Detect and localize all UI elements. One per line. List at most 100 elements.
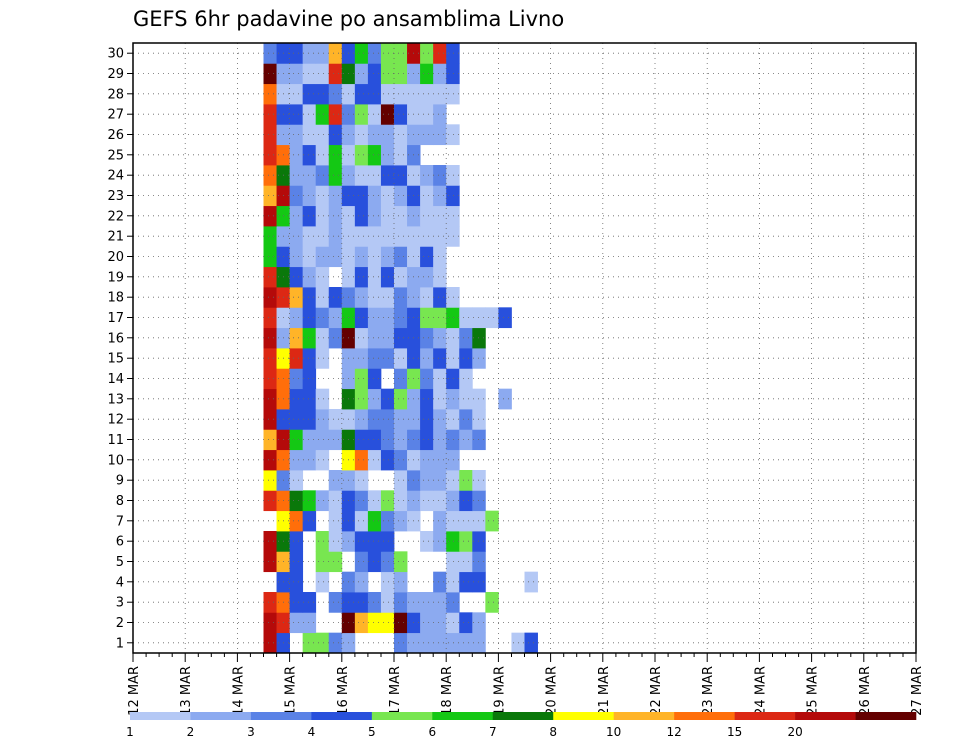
heatmap-cell (459, 348, 473, 369)
heatmap-cell (433, 470, 447, 491)
heatmap-cell (315, 185, 330, 207)
heatmap-cell (394, 348, 408, 369)
heatmap-cell (289, 592, 304, 613)
heatmap-cell (420, 632, 434, 654)
heatmap-cell (433, 510, 447, 532)
heatmap-cell (394, 510, 408, 532)
heatmap-cell (328, 205, 343, 227)
colorbar-label: 4 (308, 725, 316, 739)
colorbar-label: 12 (667, 725, 682, 739)
heatmap-cell (263, 165, 277, 186)
heatmap-cell (263, 348, 277, 369)
heatmap-cell (263, 632, 277, 654)
heatmap-cell (328, 83, 343, 105)
heatmap-cell (354, 612, 369, 634)
heatmap-cell (289, 327, 304, 349)
heatmap-cell (420, 348, 434, 369)
heatmap-cell (420, 246, 434, 268)
heatmap-cell (485, 307, 499, 329)
heatmap-cell (328, 185, 343, 207)
x-tick-label: 13 MAR (179, 666, 194, 716)
heatmap-cell (433, 226, 447, 247)
heatmap-cell (315, 429, 330, 451)
y-tick-label: 21 (107, 230, 124, 245)
heatmap-cell (289, 307, 304, 329)
heatmap-cell (354, 429, 369, 451)
heatmap-cell (472, 388, 486, 410)
heatmap-cell (498, 388, 512, 410)
heatmap-cell (394, 632, 408, 654)
colorbar-swatch (855, 712, 917, 720)
heatmap-cell (302, 63, 317, 85)
heatmap-cell (289, 551, 304, 573)
heatmap-cell (433, 327, 447, 349)
heatmap-cell (459, 571, 473, 593)
heatmap-cell (367, 124, 382, 146)
heatmap-cell (380, 531, 395, 552)
heatmap-cell (433, 490, 447, 512)
heatmap-cell (328, 510, 343, 532)
heatmap-cell (263, 287, 277, 308)
heatmap-cell (446, 612, 460, 634)
colorbar-label: 7 (489, 725, 497, 739)
heatmap-cell (302, 307, 317, 329)
heatmap-cell (263, 449, 277, 471)
heatmap-cell (433, 592, 447, 613)
heatmap-cell (328, 307, 343, 329)
x-tick-label: 21 MAR (597, 666, 612, 716)
heatmap-cell (315, 104, 330, 125)
heatmap-cell (302, 104, 317, 125)
heatmap-cell (367, 612, 382, 634)
heatmap-cell (394, 205, 408, 227)
heatmap-cell (289, 124, 304, 146)
heatmap-cell (315, 165, 330, 186)
x-tick-label: 20 MAR (545, 666, 560, 716)
y-axis-ticks: 1234567891011121314151617181920212223242… (107, 47, 133, 651)
heatmap-cell (472, 429, 486, 451)
heatmap-cell (354, 165, 369, 186)
y-tick-label: 20 (107, 250, 124, 265)
y-tick-label: 13 (107, 392, 124, 407)
colorbar-label: 3 (247, 725, 255, 739)
heatmap-cell (354, 409, 369, 430)
heatmap-cell (328, 226, 343, 247)
heatmap-cell (524, 571, 538, 593)
heatmap-cell (263, 490, 277, 512)
heatmap-cell (485, 592, 499, 613)
heatmap-cell (367, 63, 382, 85)
heatmap-cell (315, 327, 330, 349)
y-tick-label: 16 (107, 331, 124, 346)
y-tick-label: 4 (116, 575, 124, 590)
heatmap-cell (315, 246, 330, 268)
heatmap-cell (289, 104, 304, 125)
heatmap-cell (380, 510, 395, 532)
heatmap-cell (367, 388, 382, 410)
x-tick-label: 26 MAR (858, 666, 873, 716)
heatmap-cell (354, 63, 369, 85)
heatmap-cell (354, 83, 369, 105)
heatmap-cell (367, 104, 382, 125)
heatmap-cell (446, 124, 460, 146)
heatmap-cell (328, 43, 343, 64)
heatmap-cell (328, 327, 343, 349)
heatmap-cell (394, 266, 408, 288)
heatmap-cell (263, 185, 277, 207)
heatmap-cell (354, 490, 369, 512)
y-tick-label: 27 (107, 108, 124, 123)
heatmap-cell (289, 348, 304, 369)
heatmap-cell (394, 368, 408, 390)
heatmap-cell (289, 470, 304, 491)
heatmap-cell (380, 246, 395, 268)
heatmap-cell (302, 510, 317, 532)
heatmap-cell (354, 124, 369, 146)
y-tick-label: 22 (107, 209, 124, 224)
heatmap-cell (380, 490, 395, 512)
heatmap-cell (394, 470, 408, 491)
heatmap-cell (367, 307, 382, 329)
heatmap-cell (446, 571, 460, 593)
heatmap-cell (354, 327, 369, 349)
heatmap-cell (446, 348, 460, 369)
heatmap-cell (420, 104, 434, 125)
heatmap-cell (394, 592, 408, 613)
heatmap-cell (289, 409, 304, 430)
